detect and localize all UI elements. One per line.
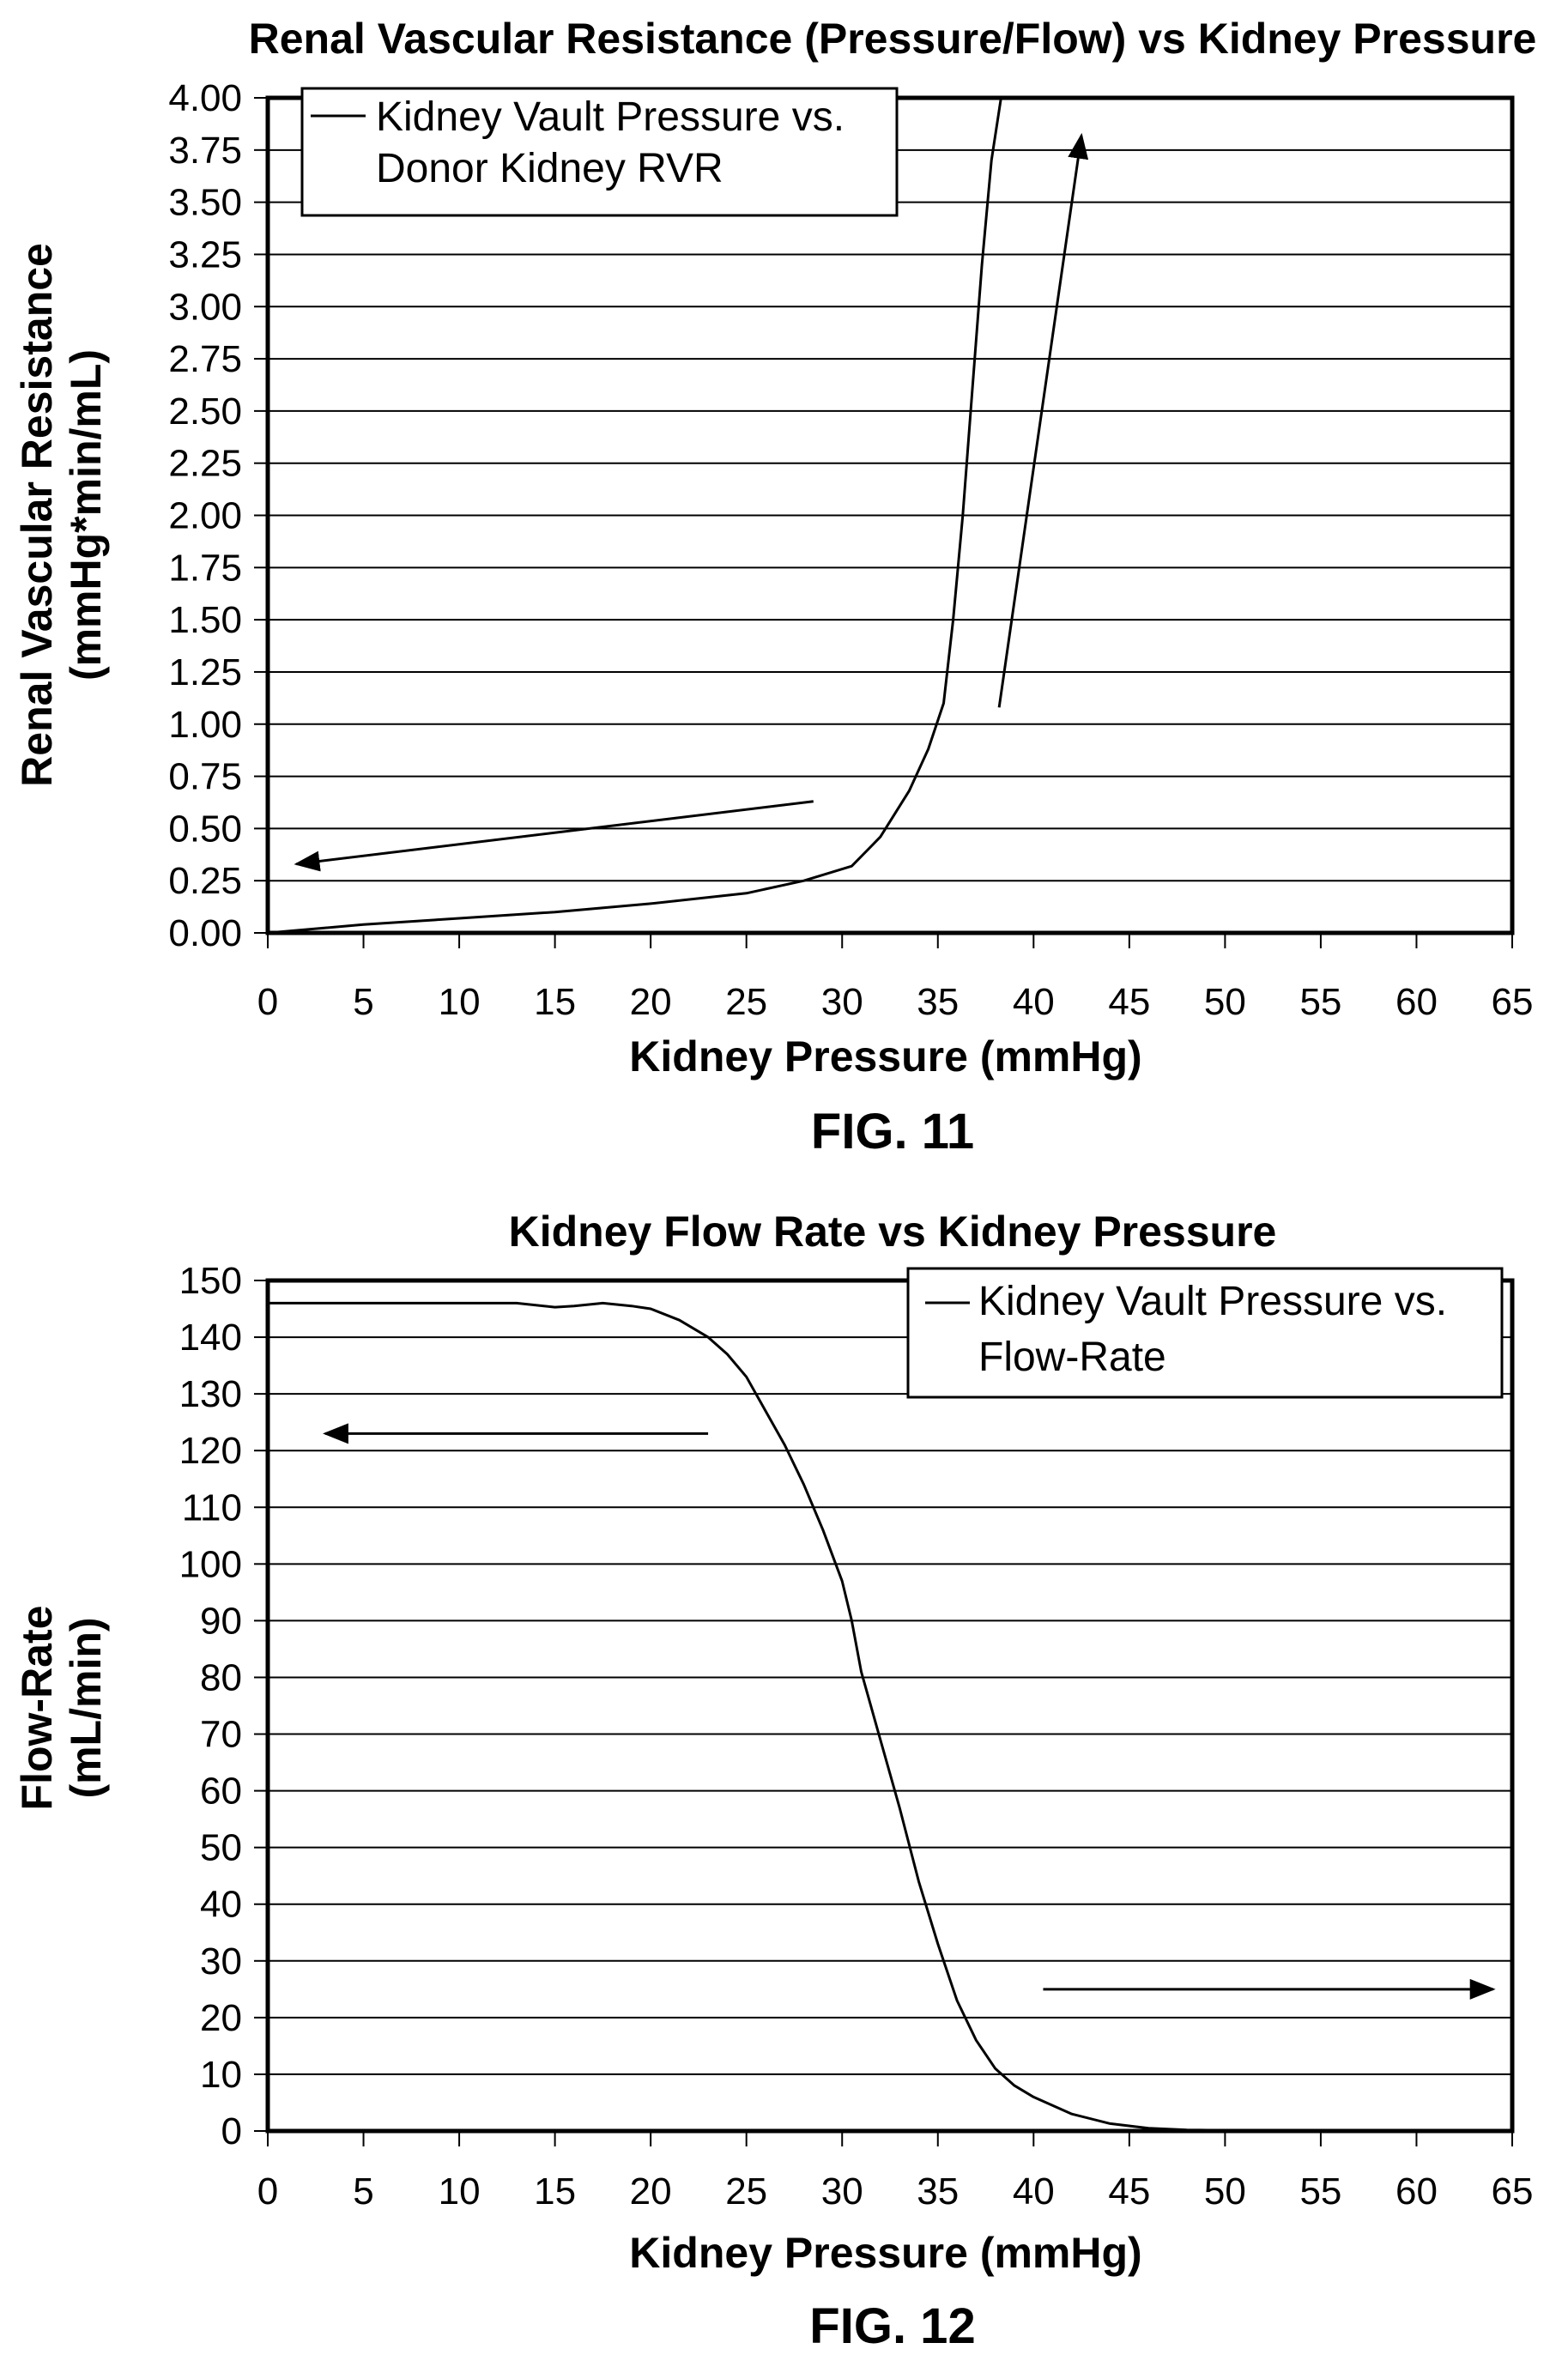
y-tick-label: 2.00 [168,495,242,537]
x-tick-label: 20 [630,981,672,1023]
y-tick-label: 0.00 [168,912,242,954]
y-axis-label: (mmHg*min/mL) [62,349,110,681]
x-tick-label: 15 [534,981,576,1023]
x-tick-label: 5 [353,2170,373,2213]
y-tick-label: 4.00 [168,77,242,119]
figure-caption: FIG. 11 [811,1104,974,1159]
x-tick-label: 35 [917,2170,959,2213]
figure-12: Kidney Flow Rate vs Kidney Pressure 0 10 20… [0,1193,1568,2361]
x-tick-label: 60 [1395,2170,1438,2213]
y-tick-label: 3.00 [168,286,242,328]
y-tick-label: 50 [200,1827,242,1869]
x-tick-label: 15 [534,2170,576,2213]
y-axis-label: (mL/min) [62,1617,110,1798]
x-tick-label: 50 [1204,981,1246,1023]
x-tick-label: 25 [725,981,767,1023]
chart-title: Kidney Flow Rate vs Kidney Pressure [509,1208,1277,1256]
x-tick-label: 45 [1108,981,1150,1023]
x-tick-label: 10 [439,2170,481,2213]
y-tick-label: 60 [200,1771,242,1813]
x-axis-label: Kidney Pressure (mmHg) [629,2229,1141,2277]
x-tick-label: 65 [1492,2170,1534,2213]
x-tick-label: 65 [1492,981,1534,1023]
y-tick-label: 100 [179,1543,242,1585]
x-tick-label: 30 [821,981,863,1023]
y-tick-label: 1.00 [168,704,242,746]
y-axis-label: Renal Vascular Resistance [13,243,61,787]
x-tick-label: 45 [1108,2170,1150,2213]
y-tick-label: 90 [200,1600,242,1642]
x-tick-label: 60 [1395,981,1438,1023]
y-tick-label: 2.50 [168,390,242,433]
x-tick-label: 30 [821,2170,863,2213]
legend-label: Kidney Vault Pressure vs. [376,94,845,140]
y-tick-label: 3.75 [168,130,242,172]
y-tick-label: 3.50 [168,182,242,224]
y-tick-label: 3.25 [168,233,242,275]
y-tick-label: 1.50 [168,599,242,641]
y-tick-label: 10 [200,2054,242,2096]
y-tick-label: 40 [200,1884,242,1926]
x-tick-label: 40 [1013,2170,1055,2213]
series-line [268,97,1002,935]
y-tick-label: 150 [179,1260,242,1302]
legend-label: Kidney Vault Pressure vs. [978,1279,1447,1324]
y-tick-label: 1.75 [168,547,242,589]
y-tick-label: 70 [200,1714,242,1756]
x-tick-label: 55 [1299,2170,1341,2213]
annotation-arrow [997,132,1089,708]
y-tick-label: 0 [221,2110,242,2152]
y-tick-label: 0.75 [168,756,242,798]
x-tick-label: 0 [257,981,278,1023]
plot-area-frame [265,1278,1515,2134]
x-tick-label: 50 [1204,2170,1246,2213]
x-tick-label: 35 [917,981,959,1023]
annotation-arrow [294,800,814,872]
x-axis-label: Kidney Pressure (mmHg) [629,1032,1141,1081]
legend-label: Donor Kidney RVR [376,146,723,191]
x-tick-label: 0 [257,2170,278,2213]
y-tick-label: 2.75 [168,338,242,380]
y-tick-label: 1.25 [168,651,242,693]
y-tick-label: 30 [200,1940,242,1983]
figure-caption: FIG. 12 [809,2298,975,2354]
legend-box [300,87,899,217]
figure-11: Renal Vascular Resistance (Pressure/Flow… [0,0,1568,1176]
y-tick-label: 0.25 [168,860,242,902]
x-tick-label: 40 [1013,981,1055,1023]
x-tick-label: 20 [630,2170,672,2213]
y-axis-label: Flow-Rate [13,1606,61,1811]
y-tick-label: 20 [200,1997,242,2039]
y-tick-label: 110 [182,1486,242,1529]
y-tick-label: 120 [179,1430,242,1472]
x-tick-label: 5 [353,981,373,1023]
chart-fig11: Renal Vascular Resistance (Pressure/Flow… [13,15,1537,1159]
legend-label: Flow-Rate [978,1335,1166,1380]
y-tick-label: 130 [179,1373,242,1415]
x-tick-label: 55 [1299,981,1341,1023]
chart-fig12: Kidney Flow Rate vs Kidney Pressure 0 10 20… [13,1208,1534,2354]
y-tick-label: 80 [200,1656,242,1698]
series-line [268,1301,1226,2132]
x-tick-label: 10 [439,981,481,1023]
legend-box [906,1267,1504,1399]
x-tick-label: 25 [725,2170,767,2213]
y-tick-label: 140 [179,1317,242,1359]
y-tick-label: 0.50 [168,808,242,850]
y-tick-label: 2.25 [168,443,242,485]
chart-title: Renal Vascular Resistance (Pressure/Flow… [249,15,1537,63]
